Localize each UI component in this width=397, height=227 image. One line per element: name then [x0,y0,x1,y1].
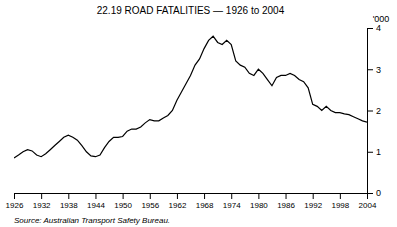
chart: 1926 1932 1938 1944 1950 1956 1962 1968 1974 1980… [0,0,397,227]
x-tick-label: 1974 [223,201,241,210]
x-tick: 1938 [60,193,78,210]
y-tick: 4 [367,23,381,33]
x-tick: 1980 [250,193,268,210]
x-axis-line [15,194,368,200]
y-tick-mark [367,69,373,70]
y-tick: 2 [367,106,381,116]
x-tick-mark [177,193,178,199]
x-tick: 1932 [33,193,51,210]
y-tick-label: 4 [376,23,381,33]
x-tick-label: 1938 [60,201,78,210]
x-axis: 1926 1932 1938 1944 1950 1956 1962 1968 1974 1980… [6,193,377,210]
x-tick: 1926 [6,193,24,210]
y-tick: 1 [367,147,381,157]
marks [14,36,367,158]
plot: 1926 1932 1938 1944 1950 1956 1962 1968 1974 1980… [6,23,381,209]
x-tick-mark [231,193,232,199]
x-tick-label: 1950 [114,201,132,210]
x-tick-label: 1968 [196,201,214,210]
x-tick: 1974 [223,193,241,210]
x-tick: 1998 [331,193,349,210]
y-tick-label: 3 [376,65,381,75]
x-tick: 2004 [359,193,377,210]
source: Source: Australian Transport Safety Bure… [14,216,170,225]
y-tick: 3 [367,65,381,75]
x-tick-mark [68,193,69,199]
x-tick-mark [313,193,314,199]
x-tick-mark [123,193,124,199]
y-tick-mark [367,152,373,153]
x-tick-label: 1956 [141,201,159,210]
x-tick-label: 1962 [169,201,187,210]
line [14,36,367,158]
y-tick-mark [367,28,373,29]
x-tick-label: 1986 [277,201,295,210]
x-tick-label: 1926 [6,201,24,210]
y-tick-label: 1 [376,147,381,157]
y-tick-mark [367,111,373,112]
x-tick-mark [286,193,287,199]
title: 22.19 ROAD FATALITIES — 1926 to 2004 [97,5,285,16]
x-tick: 1992 [304,193,322,210]
x-tick: 1944 [87,193,105,210]
x-tick: 1950 [114,193,132,210]
y-axis-line [368,29,374,194]
x-tick-label: 1980 [250,201,268,210]
x-tick: 1956 [141,193,159,210]
x-tick-mark [340,193,341,199]
x-tick: 1986 [277,193,295,210]
y-axis: 0 1 2 3 4 [367,23,381,198]
y-tick-label: 2 [376,106,381,116]
x-tick-label: 1992 [304,201,322,210]
x-tick-mark [95,193,96,199]
x-tick-mark [41,193,42,199]
x-tick-label: 2004 [359,201,377,210]
x-tick-label: 1944 [87,201,105,210]
x-tick-mark [14,193,15,199]
x-tick: 1968 [196,193,214,210]
y-tick-mark [367,193,373,194]
y-tick: 0 [367,188,381,198]
x-tick-mark [204,193,205,199]
y-axis-label: '000 [373,14,390,24]
x-tick: 1962 [169,193,187,210]
x-tick-mark [258,193,259,199]
x-tick-label: 1932 [33,201,51,210]
x-tick-mark [150,193,151,199]
x-tick-label: 1998 [331,201,349,210]
y-tick-label: 0 [376,188,381,198]
